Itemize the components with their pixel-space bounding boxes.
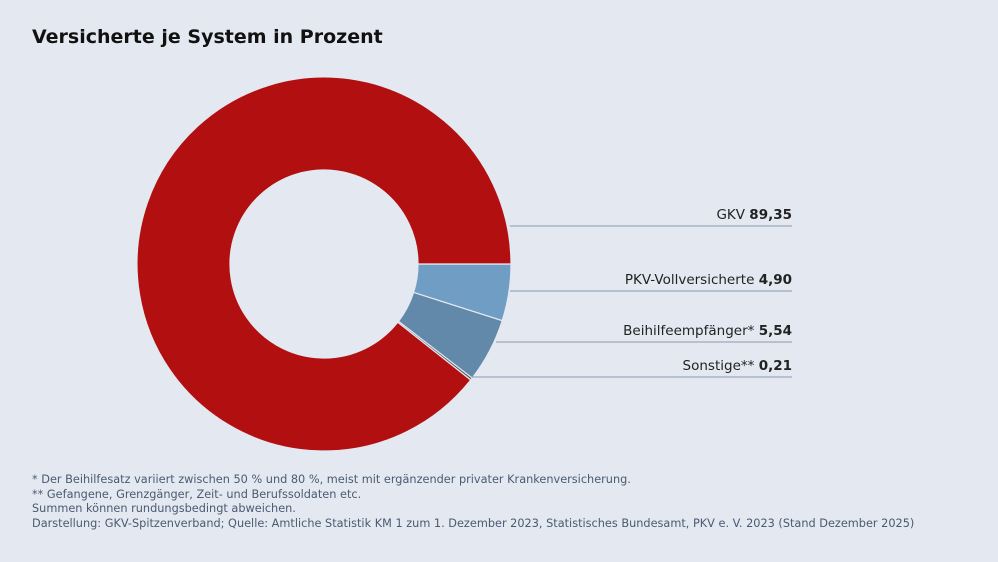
- slice-label: GKV 89,35: [716, 207, 792, 223]
- slice-value: 5,54: [759, 323, 792, 339]
- slice-name: PKV-Vollversicherte: [625, 272, 759, 288]
- footnote: * Der Beihilfesatz variiert zwischen 50 …: [32, 473, 631, 486]
- source-note: Darstellung: GKV-Spitzenverband; Quelle:…: [32, 516, 915, 530]
- slice-label: Sonstige** 0,21: [683, 358, 792, 374]
- chart-title: Versicherte je System in Prozent: [32, 26, 383, 48]
- slice-name: GKV: [716, 207, 749, 223]
- slice-label: Beihilfeempfänger* 5,54: [623, 323, 792, 339]
- footnotes: * Der Beihilfesatz variiert zwischen 50 …: [32, 473, 914, 531]
- footnote: ** Gefangene, Grenzgänger, Zeit- und Ber…: [32, 487, 362, 501]
- slice-name: Sonstige**: [683, 358, 759, 374]
- slice-gkv: [136, 76, 512, 452]
- slice-value: 0,21: [759, 358, 792, 374]
- slice-name: Beihilfeempfänger*: [623, 323, 759, 339]
- slice-value: 89,35: [749, 207, 792, 223]
- slice-value: 4,90: [759, 272, 792, 288]
- slice-label: PKV-Vollversicherte 4,90: [625, 272, 792, 288]
- footnote: Summen können rundungsbedingt abweichen.: [32, 502, 296, 515]
